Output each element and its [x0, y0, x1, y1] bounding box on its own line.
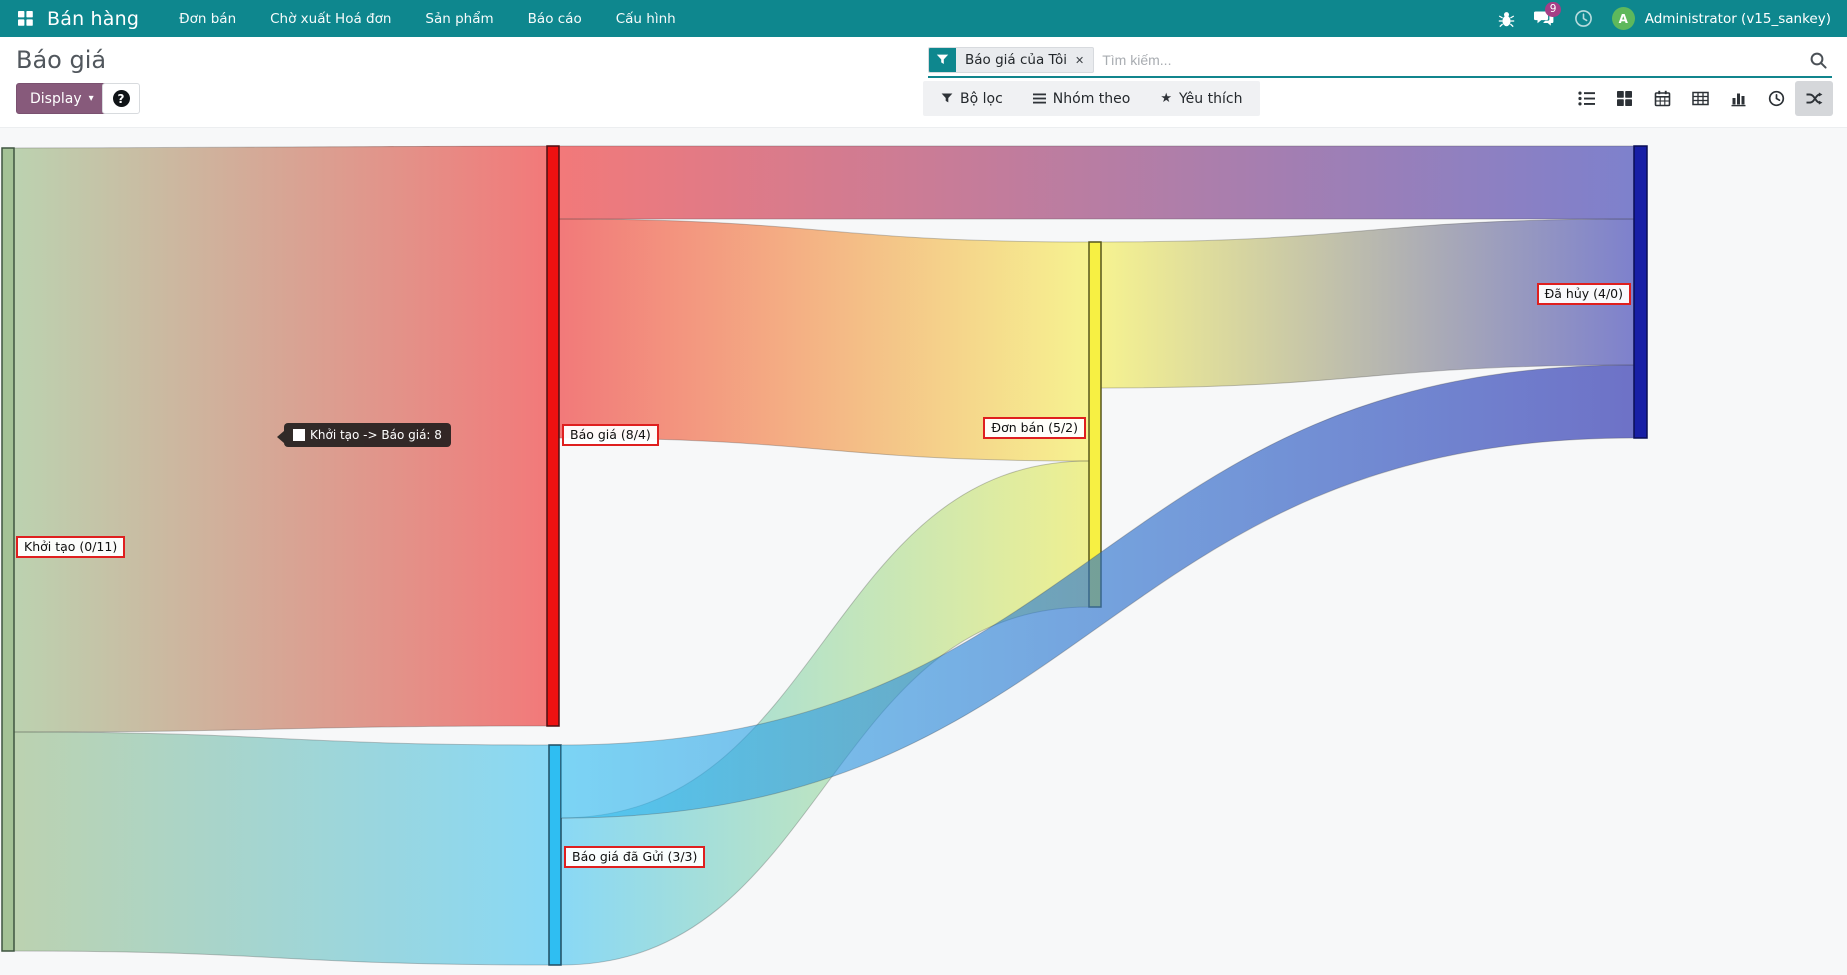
- view-calendar-button[interactable]: [1643, 81, 1681, 116]
- messages-icon[interactable]: 9: [1533, 1, 1562, 28]
- node-label-bao-gia: Báo giá (8/4): [562, 424, 659, 446]
- user-avatar: A: [1611, 7, 1635, 30]
- control-panel: Báo giá Báo giá của Tôi ✕ Display▾ ?: [0, 37, 1847, 128]
- menu-san-pham[interactable]: Sản phẩm: [425, 10, 494, 27]
- link-baogia-dahuy[interactable]: [558, 145, 1635, 220]
- node-label-bao-gia-da-gui: Báo giá đã Gửi (3/3): [564, 846, 706, 868]
- search-facet: Báo giá của Tôi ✕: [928, 47, 1095, 73]
- filter-funnel-icon: [929, 48, 956, 72]
- node-khoi-tao[interactable]: [1, 147, 15, 952]
- search-options-group: Bộ lọc Nhóm theo ★ Yêu thích: [923, 81, 1261, 116]
- top-navbar: Bán hàng Đơn bán Chờ xuất Hoá đơn Sản ph…: [0, 0, 1847, 37]
- node-bao-gia[interactable]: [546, 145, 560, 727]
- node-don-ban[interactable]: [1088, 241, 1102, 608]
- view-pivot-button[interactable]: [1681, 81, 1719, 116]
- search-icon[interactable]: [1801, 51, 1832, 70]
- node-bao-gia-da-gui[interactable]: [548, 744, 562, 966]
- favorites-button[interactable]: ★ Yêu thích: [1160, 90, 1243, 107]
- main-menu: Đơn bán Chờ xuất Hoá đơn Sản phẩm Báo cá…: [179, 11, 676, 27]
- debug-bug-icon[interactable]: [1498, 10, 1515, 28]
- view-kanban-button[interactable]: [1605, 81, 1643, 116]
- activities-clock-icon[interactable]: [1574, 9, 1593, 28]
- display-button[interactable]: Display ▾: [16, 83, 108, 114]
- search-bar: Báo giá của Tôi ✕: [928, 44, 1832, 78]
- navbar-systray: 9 A Administrator (v15_sankey): [1498, 1, 1831, 30]
- star-icon: ★: [1160, 91, 1172, 106]
- view-activity-button[interactable]: [1757, 81, 1795, 116]
- filters-button[interactable]: Bộ lọc: [941, 91, 1003, 107]
- chart-tooltip: Khởi tạo -> Báo giá: 8: [277, 423, 451, 447]
- app-name[interactable]: Bán hàng: [47, 7, 140, 30]
- menu-don-ban[interactable]: Đơn bán: [179, 10, 237, 27]
- node-label-khoi-tao: Khởi tạo (0/11): [16, 536, 126, 558]
- menu-bao-cao[interactable]: Báo cáo: [527, 10, 582, 27]
- view-switcher: [1567, 81, 1833, 116]
- facet-remove-icon[interactable]: ✕: [1075, 53, 1085, 67]
- link-khoitao-baogiadagui[interactable]: [13, 731, 550, 966]
- user-name[interactable]: Administrator (v15_sankey): [1644, 10, 1831, 27]
- search-input[interactable]: [1094, 52, 1801, 68]
- node-label-da-huy: Đã hủy (4/0): [1536, 283, 1631, 305]
- funnel-icon: [941, 93, 953, 103]
- caret-down-icon: ▾: [88, 93, 94, 104]
- view-graph-button[interactable]: [1719, 81, 1757, 116]
- user-menu[interactable]: A: [1611, 7, 1635, 30]
- node-label-don-ban: Đơn bán (5/2): [983, 417, 1086, 439]
- help-button[interactable]: ?: [102, 83, 140, 114]
- tooltip-color-swatch: [293, 429, 305, 441]
- page-title: Báo giá: [16, 46, 107, 74]
- search-facet-label: Báo giá của Tôi: [965, 52, 1068, 68]
- bars-icon: [1032, 93, 1046, 104]
- menu-cho-xuat-hoa-don[interactable]: Chờ xuất Hoá đơn: [270, 10, 392, 27]
- view-list-button[interactable]: [1567, 81, 1605, 116]
- message-count-badge: 9: [1544, 1, 1562, 17]
- tooltip-text: Khởi tạo -> Báo giá: 8: [310, 428, 442, 442]
- question-circle-icon: ?: [112, 90, 130, 107]
- node-da-huy[interactable]: [1633, 145, 1648, 439]
- view-sankey-button[interactable]: [1795, 81, 1833, 116]
- group-by-button[interactable]: Nhóm theo: [1032, 91, 1130, 107]
- menu-cau-hinh[interactable]: Cấu hình: [615, 10, 676, 27]
- apps-menu-icon[interactable]: [16, 10, 34, 28]
